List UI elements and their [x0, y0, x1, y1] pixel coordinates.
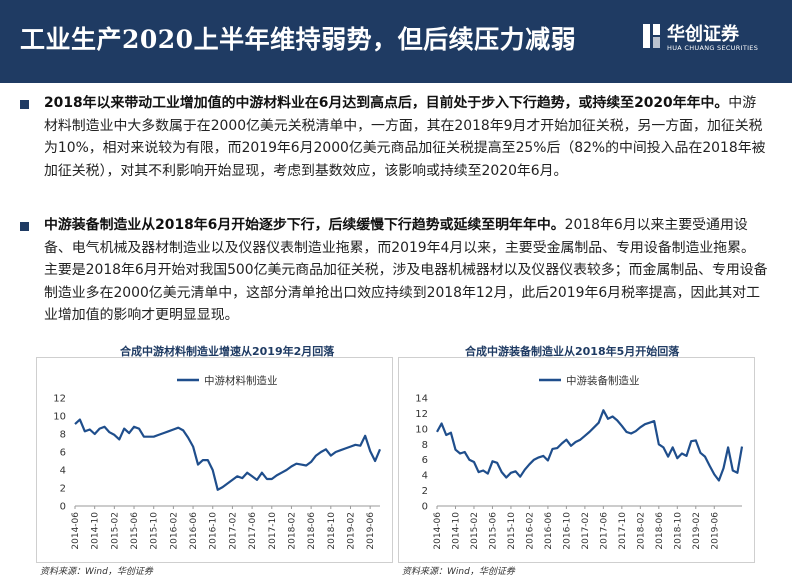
- header-bar: 工业生产2020上半年维持弱势，但后续压力减弱 华创证券 HUA CHUANG …: [0, 0, 792, 83]
- y-tick-label: 10: [415, 424, 428, 435]
- x-tick-label: 2018-02: [287, 512, 297, 550]
- y-tick-label: 12: [415, 409, 428, 420]
- series-line: [436, 409, 744, 482]
- x-tick-label: 2018-06: [307, 512, 317, 550]
- legend-label: 中游材料制造业: [204, 374, 278, 387]
- y-tick-label: 8: [60, 430, 66, 441]
- chart-2-svg: 0 2 4 6 8 10 12 14 2014-06 2014-10 2015-02 2015-06 2…: [415, 374, 744, 550]
- series-line: [74, 418, 382, 491]
- paragraph-1-bold: 2018年以来带动工业增加值的中游材料业在6月达到高点后，目前处于步入下行趋势，…: [44, 95, 729, 111]
- logo-text-en: HUA CHUANG SECURITIES: [667, 44, 759, 52]
- x-tick-label: 2016-10: [209, 512, 219, 550]
- chart-1-title: 合成中游材料制造业增速从2019年2月回落: [120, 345, 335, 358]
- x-tick-label: 2019-06: [710, 512, 720, 550]
- x-tick-label: 2016-06: [189, 512, 199, 550]
- y-tick-label: 12: [53, 394, 66, 405]
- x-tick-label: 2015-02: [470, 512, 480, 550]
- y-tick-label: 2: [422, 486, 428, 497]
- y-tick-label: 14: [415, 394, 428, 405]
- x-tick-label: 2018-02: [636, 512, 646, 550]
- page-title: 工业生产2020上半年维持弱势，但后续压力减弱: [20, 25, 577, 54]
- y-tick-label: 4: [422, 471, 428, 482]
- x-tick-label: 2017-10: [618, 512, 628, 550]
- x-tick-label: 2016-06: [544, 512, 554, 550]
- x-tick-label: 2015-06: [488, 512, 498, 550]
- x-tick-label: 2016-02: [169, 512, 179, 550]
- y-tick-label: 4: [60, 466, 66, 477]
- x-tick-label: 2018-10: [327, 512, 337, 550]
- x-tick-label: 2014-10: [451, 512, 461, 550]
- x-tick-label: 2014-06: [433, 512, 443, 550]
- paragraph-2-bold: 中游装备制造业从2018年6月开始逐步下行，后续缓慢下行趋势或延续至明年年中。: [44, 217, 565, 233]
- x-tick-label: 2015-10: [507, 512, 517, 550]
- x-tick-label: 2019-02: [346, 512, 356, 550]
- logo-icon: [643, 24, 660, 48]
- x-tick-label: 2018-06: [655, 512, 665, 550]
- chart-1-svg: 0 2 4 6 8 10 12 2014-06 2014-10 2015-02 2015-06 201…: [53, 374, 382, 550]
- company-logo: 华创证券 HUA CHUANG SECURITIES: [641, 18, 761, 58]
- chart-1-frame: 0 2 4 6 8 10 12 2014-06 2014-10 2015-02 2015-06 201…: [36, 357, 393, 563]
- paragraph-1: 2018年以来带动工业增加值的中游材料业在6月达到高点后，目前处于步入下行趋势，…: [44, 92, 768, 182]
- x-tick-label: 2015-02: [110, 512, 120, 550]
- bullet-square-icon: [20, 100, 29, 109]
- x-tick-label: 2018-10: [673, 512, 683, 550]
- chart-2-source: 资料来源：Wind，华创证券: [402, 567, 515, 577]
- x-tick-label: 2016-10: [562, 512, 572, 550]
- x-tick-label: 2017-06: [599, 512, 609, 550]
- y-tick-label: 6: [60, 448, 66, 459]
- chart-2-frame: 0 2 4 6 8 10 12 14 2014-06 2014-10 2015-02 2015-06 2…: [398, 357, 755, 563]
- x-tick-label: 2017-06: [248, 512, 258, 550]
- x-tick-label: 2014-10: [91, 512, 101, 550]
- y-tick-label: 10: [53, 412, 66, 423]
- logo-text-cn: 华创证券: [667, 24, 739, 45]
- y-tick-label: 0: [60, 502, 66, 513]
- x-tick-label: 2017-02: [581, 512, 591, 550]
- x-tick-label: 2015-10: [150, 512, 160, 550]
- x-tick-label: 2019-02: [692, 512, 702, 550]
- bullet-square-icon: [20, 222, 29, 231]
- x-tick-label: 2015-06: [130, 512, 140, 550]
- x-tick-label: 2017-10: [268, 512, 278, 550]
- y-tick-label: 2: [60, 484, 66, 495]
- paragraph-1-text: 中游材料制造业中大多数属于在2000亿美元关税清单中，一方面，其在2018年9月…: [44, 95, 766, 179]
- x-tick-label: 2016-02: [525, 512, 535, 550]
- y-tick-label: 6: [422, 455, 428, 466]
- paragraph-2: 中游装备制造业从2018年6月开始逐步下行，后续缓慢下行趋势或延续至明年年中。2…: [44, 214, 768, 327]
- legend-label: 中游装备制造业: [566, 374, 640, 387]
- chart-2-title: 合成中游装备制造业从2018年5月开始回落: [465, 345, 680, 358]
- x-tick-label: 2017-02: [228, 512, 238, 550]
- x-tick-label: 2019-06: [366, 512, 376, 550]
- paragraph-2-text: 2018年6月以来主要受通用设备、电气机械及器材制造业以及仪器仪表制造业拖累，而…: [44, 217, 768, 323]
- chart-1-source: 资料来源：Wind，华创证券: [40, 567, 153, 577]
- x-tick-label: 2014-06: [71, 512, 81, 550]
- y-tick-label: 0: [422, 502, 428, 513]
- y-tick-label: 8: [422, 440, 428, 451]
